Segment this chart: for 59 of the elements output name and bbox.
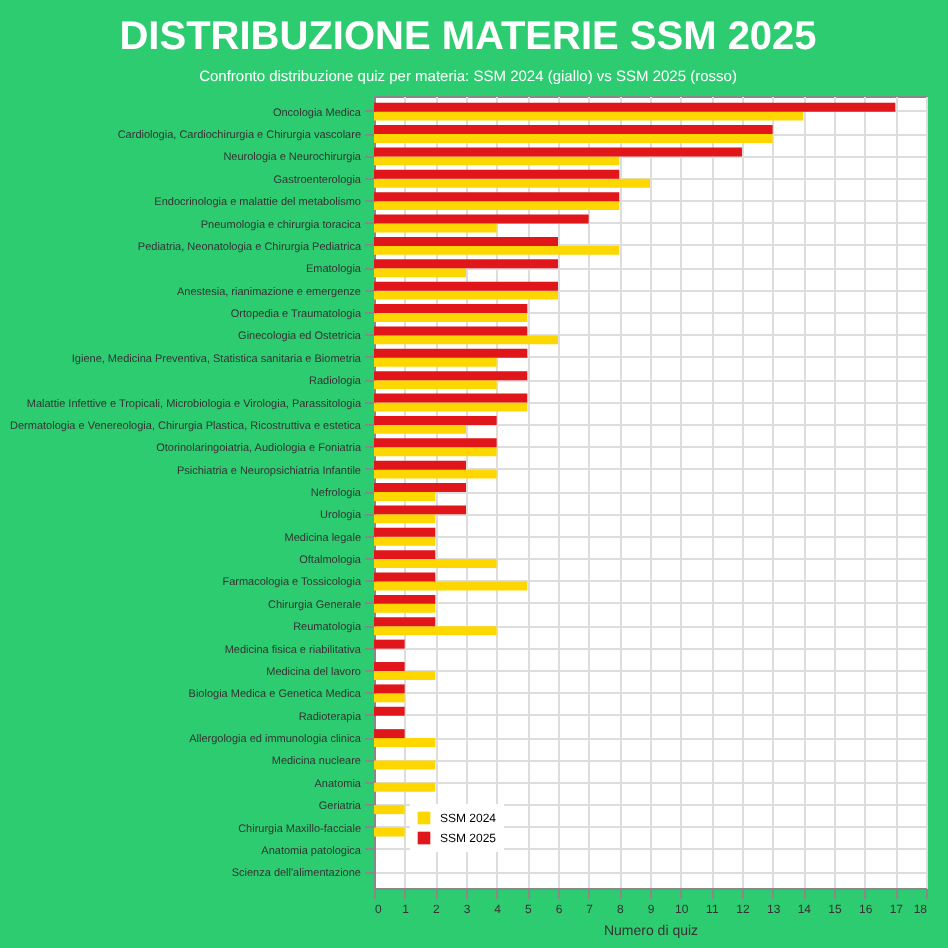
bar	[374, 550, 436, 560]
bar	[374, 371, 528, 381]
bar	[374, 447, 497, 457]
bar	[374, 281, 558, 291]
bar	[374, 169, 620, 179]
bar	[374, 156, 620, 166]
bar	[374, 147, 742, 157]
bar	[374, 483, 466, 492]
bar	[374, 805, 405, 815]
bar	[374, 527, 436, 537]
bar	[374, 492, 436, 501]
chart-title: DISTRIBUZIONE MATERIE SSM 2025	[119, 15, 817, 59]
bar	[374, 603, 436, 613]
bar	[374, 192, 620, 202]
bar	[374, 290, 558, 300]
bar	[374, 782, 436, 792]
bar	[374, 827, 405, 837]
bar	[374, 469, 497, 479]
bar	[374, 639, 405, 649]
bar	[374, 415, 497, 425]
bar	[374, 268, 466, 278]
bar	[374, 706, 405, 716]
bar	[374, 594, 436, 604]
bar	[374, 617, 436, 627]
bar	[374, 760, 436, 770]
bar	[374, 393, 528, 403]
bar	[374, 313, 528, 322]
bar	[374, 304, 528, 314]
bar	[374, 178, 650, 188]
bar	[374, 559, 497, 569]
bar	[374, 424, 466, 434]
bar	[374, 357, 497, 367]
bar	[374, 134, 773, 143]
bar	[374, 684, 405, 694]
bar	[374, 335, 558, 345]
bar	[374, 236, 558, 246]
bar	[374, 259, 558, 269]
bar	[374, 738, 436, 748]
bar	[374, 693, 405, 703]
bar	[374, 505, 466, 515]
bar	[374, 125, 773, 135]
bar	[374, 670, 436, 680]
bar	[374, 102, 896, 112]
bar	[374, 460, 466, 470]
bar	[374, 223, 497, 233]
bar	[374, 380, 497, 390]
bar	[374, 326, 528, 336]
bar	[374, 729, 405, 739]
bar	[374, 438, 497, 448]
bar	[374, 536, 436, 546]
bar	[374, 662, 405, 671]
bar	[374, 214, 589, 224]
bar	[374, 626, 497, 636]
bar	[374, 111, 804, 121]
bar	[374, 348, 528, 358]
bar	[374, 514, 436, 524]
bar	[374, 245, 620, 255]
bar	[374, 201, 620, 211]
bar	[374, 581, 528, 591]
